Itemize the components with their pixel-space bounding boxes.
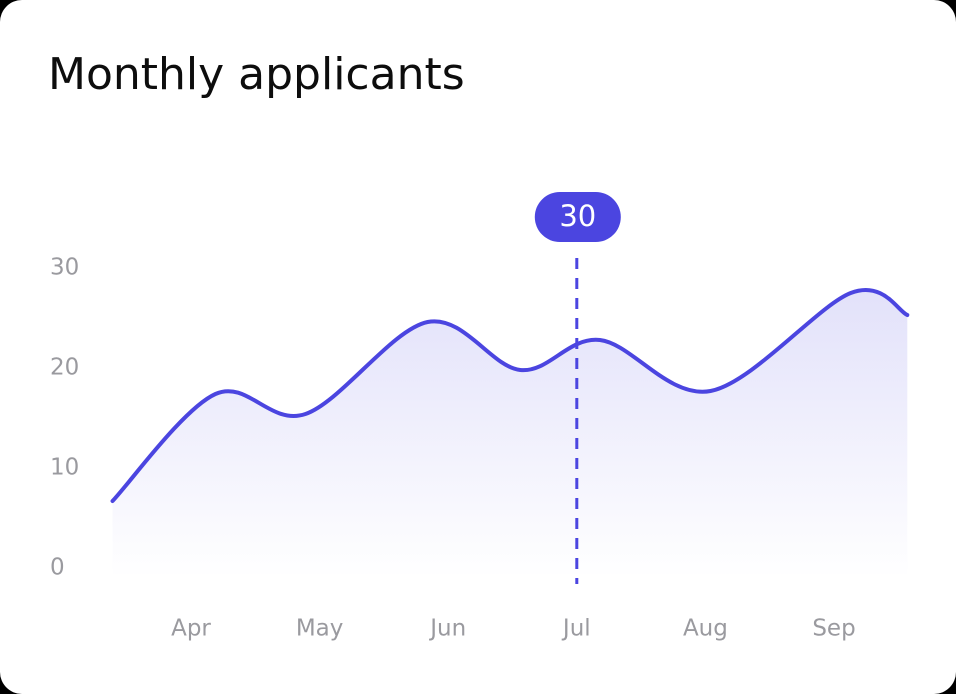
x-tick-label: Apr	[171, 616, 211, 642]
tooltip-value: 30	[559, 199, 596, 233]
area	[112, 289, 908, 578]
y-tick-label: 10	[50, 455, 79, 481]
x-tick-label: Jun	[428, 616, 466, 642]
y-tick-label: 30	[50, 255, 79, 281]
x-tick-label: May	[296, 616, 344, 642]
line	[110, 288, 910, 503]
y-tick-label: 0	[50, 555, 65, 581]
y-tick-label: 20	[50, 355, 79, 381]
x-tick-label: Aug	[683, 616, 728, 642]
x-tick-label: Sep	[812, 616, 855, 642]
x-tick-label: Jul	[561, 616, 591, 642]
tooltip	[534, 192, 621, 242]
chart-title: Monthly applicants	[48, 49, 465, 100]
